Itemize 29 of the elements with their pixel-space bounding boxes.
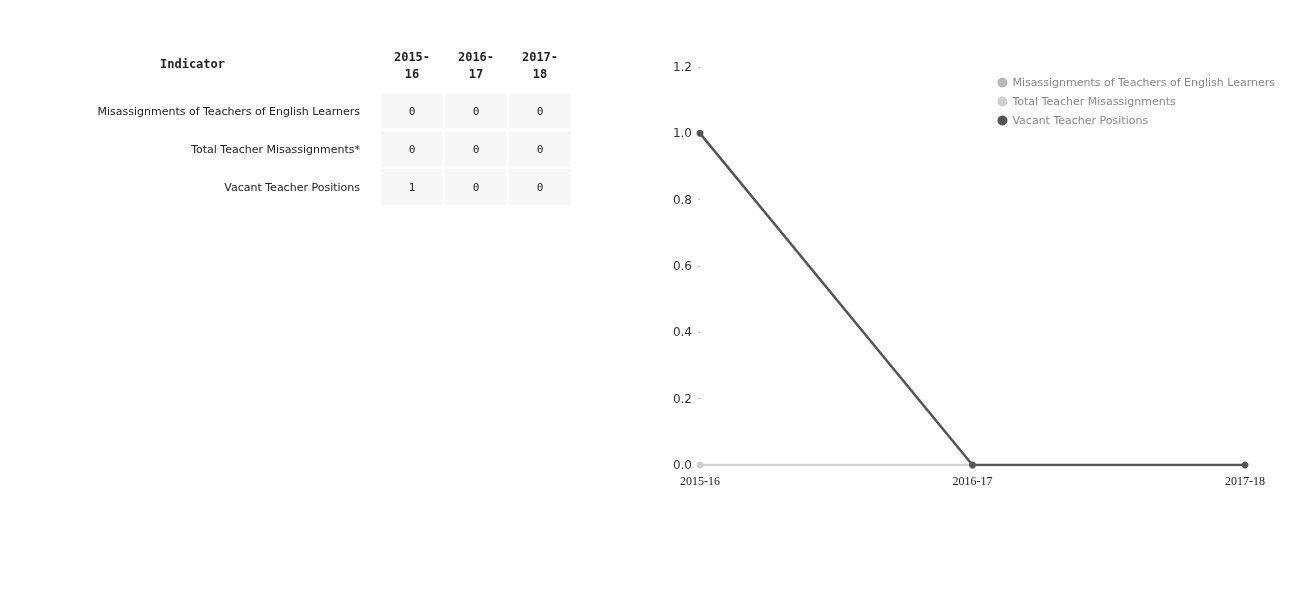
x-tick-label: 2017-18 [1225,474,1265,488]
x-tick-label: 2016-17 [457,49,495,81]
legend-label: Total Teacher Misassignments [1011,95,1177,108]
text: Indicator [160,57,226,71]
x-tick-label: 2017-18 [521,49,559,81]
data-label: 0 [472,142,480,156]
y-tick-label: 0.0 [672,458,692,472]
data-label: 0 [472,104,480,118]
y-tick-label: 0.2 [672,391,692,406]
data-label: 0 [408,142,416,156]
x-tick-label: 2015-16 [393,49,431,81]
y-tick-label: 1.2 [672,60,692,74]
data-label: 0 [536,142,544,156]
y-tick-label: Vacant Teacher Positions [224,180,361,194]
data-label: 0 [536,104,544,118]
legend-label: Misassignments of Teachers of English Learners [1012,76,1276,89]
y-tick-label: 1.0 [672,126,692,141]
data-label: 0 [472,180,480,194]
data-label: 0 [536,180,544,194]
y-tick-label: 0.4 [672,325,692,340]
y-tick-label: 0.6 [672,259,692,273]
x-tick-label: 2015-16 [680,474,720,488]
legend-label: Vacant Teacher Positions [1012,114,1149,127]
y-tick-label: 0.8 [672,192,692,207]
y-tick-label: Misassignments of Teachers of English Learners [97,104,361,118]
data-label: 1 [408,180,416,194]
data-label: 0 [408,104,416,118]
x-tick-label: 2016-17 [952,474,993,488]
y-tick-label: Total Teacher Misassignments* [190,142,361,156]
